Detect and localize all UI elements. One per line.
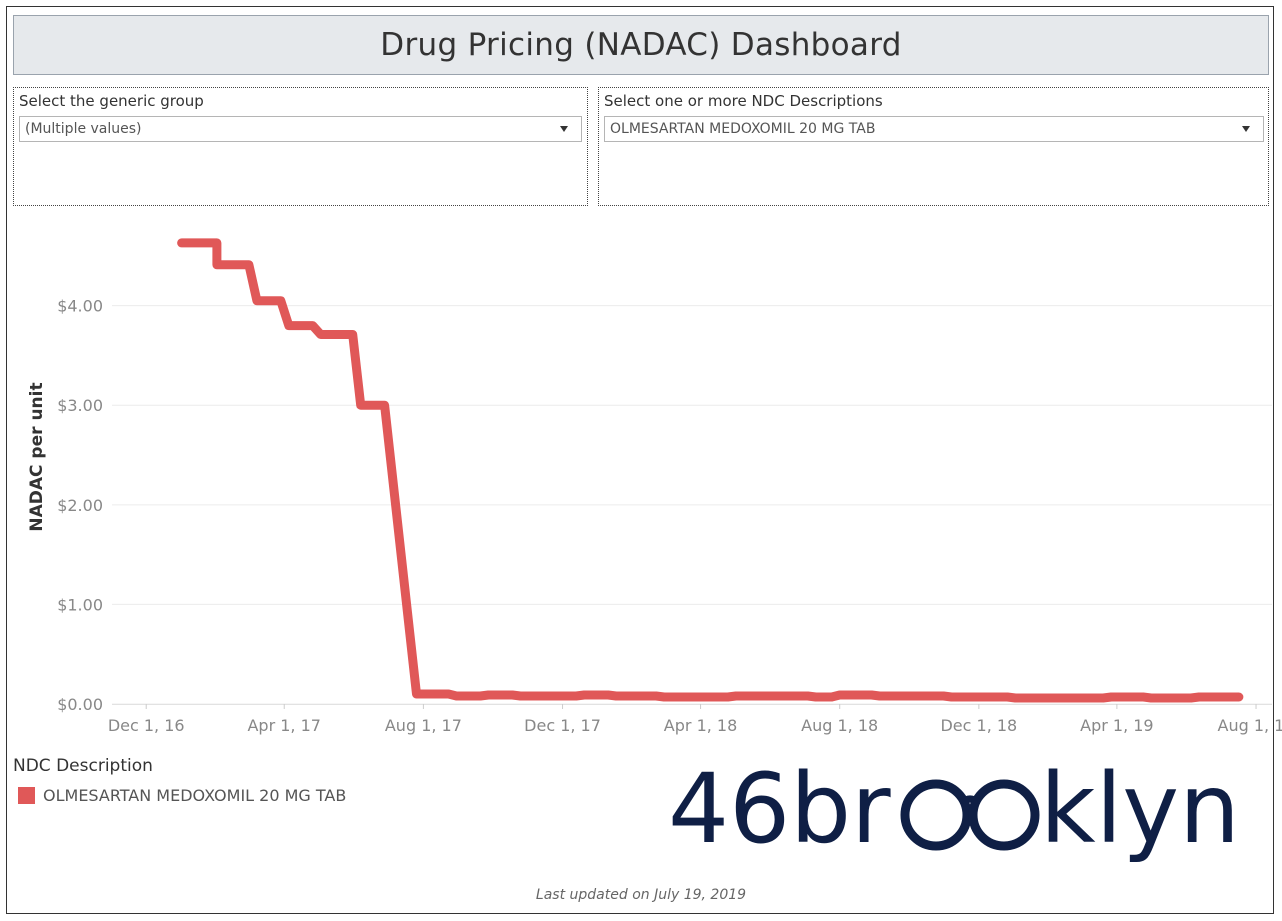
series-line[interactable] bbox=[177, 238, 1244, 703]
x-tick-label: Apr 1, 17 bbox=[247, 716, 320, 735]
x-tick-label: Aug 1, 19 bbox=[1218, 716, 1282, 735]
y-tick-label: $2.00 bbox=[57, 496, 103, 515]
last-updated-note: Last updated on July 19, 2019 bbox=[535, 887, 747, 903]
chevron-down-icon[interactable] bbox=[560, 126, 568, 132]
legend-swatch bbox=[18, 786, 35, 804]
46brooklyn-logo: 46br klyn bbox=[668, 753, 1240, 865]
ndc-description-dropdown-value: OLMESARTAN MEDOXOMIL 20 MG TAB bbox=[610, 121, 876, 137]
ndc-description-filter: Select one or more NDC Descriptions OLME… bbox=[598, 87, 1269, 206]
x-tick-label: Dec 1, 18 bbox=[940, 716, 1017, 735]
generic-group-dropdown[interactable]: (Multiple values) bbox=[19, 116, 582, 142]
y-axis-tick-labels: $0.00 $1.00 $2.00 $3.00 $4.00 bbox=[57, 297, 103, 714]
legend-label: OLMESARTAN MEDOXOMIL 20 MG TAB bbox=[43, 785, 347, 805]
generic-group-filter-label: Select the generic group bbox=[19, 92, 204, 110]
y-tick-label: $4.00 bbox=[57, 297, 103, 316]
x-tick-label: Dec 1, 17 bbox=[524, 716, 601, 735]
legend-item[interactable]: OLMESARTAN MEDOXOMIL 20 MG TAB bbox=[18, 784, 346, 806]
logo-text-klyn: klyn bbox=[1040, 753, 1240, 865]
dashboard-title-bar: Drug Pricing (NADAC) Dashboard bbox=[13, 15, 1269, 75]
legend-title: NDC Description bbox=[13, 756, 153, 776]
dashboard-title: Drug Pricing (NADAC) Dashboard bbox=[380, 27, 902, 63]
x-tick-label: Aug 1, 18 bbox=[801, 716, 878, 735]
y-tick-label: $1.00 bbox=[57, 595, 103, 614]
dashboard-frame bbox=[6, 6, 1274, 914]
glasses-icon bbox=[900, 779, 1040, 851]
x-tick-label: Dec 1, 16 bbox=[108, 716, 185, 735]
chart-gridlines bbox=[112, 305, 1272, 709]
generic-group-filter: Select the generic group (Multiple value… bbox=[13, 87, 588, 206]
x-axis-tick-labels: Dec 1, 16 Apr 1, 17 Aug 1, 17 Dec 1, 17 Apr … bbox=[108, 716, 1282, 735]
chevron-down-icon[interactable] bbox=[1242, 126, 1250, 132]
x-tick-label: Apr 1, 19 bbox=[1080, 716, 1153, 735]
chart-series[interactable] bbox=[177, 238, 1244, 703]
ndc-description-dropdown[interactable]: OLMESARTAN MEDOXOMIL 20 MG TAB bbox=[604, 116, 1264, 142]
ndc-description-filter-label: Select one or more NDC Descriptions bbox=[604, 92, 883, 110]
y-tick-label: $0.00 bbox=[57, 695, 103, 714]
y-axis-label: NADAC per unit bbox=[27, 382, 47, 531]
logo-text-46br: 46br bbox=[668, 753, 891, 865]
x-tick-label: Apr 1, 18 bbox=[664, 716, 737, 735]
generic-group-dropdown-value: (Multiple values) bbox=[25, 121, 142, 137]
y-tick-label: $3.00 bbox=[57, 396, 103, 415]
x-tick-label: Aug 1, 17 bbox=[385, 716, 462, 735]
